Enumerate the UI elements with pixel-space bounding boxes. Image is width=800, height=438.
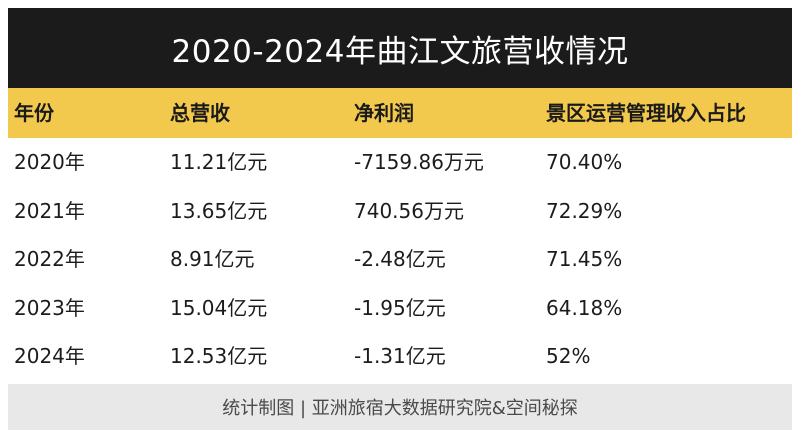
cell-scenic-share: 72.29% (546, 198, 623, 223)
cell-net-profit: -2.48亿元 (354, 247, 446, 272)
table-row: 2020年 11.21亿元 -7159.86万元 70.40% (8, 138, 792, 187)
table-row: 2021年 13.65亿元 740.56万元 72.29% (8, 187, 792, 236)
cell-year: 2020年 (14, 150, 85, 174)
table-row: 2022年 8.91亿元 -2.48亿元 71.45% (8, 235, 792, 284)
column-header-year: 年份 (14, 101, 54, 125)
cell-net-profit: 740.56万元 (354, 198, 464, 223)
page-title: 2020-2024年曲江文旅营收情况 (171, 33, 629, 70)
cell-scenic-share: 70.40% (546, 150, 623, 174)
source-caption: 统计制图 | 亚洲旅宿大数据研究院&空间秘探 (222, 398, 578, 419)
cell-net-profit: -1.31亿元 (354, 344, 446, 369)
cell-year: 2022年 (14, 247, 85, 272)
cell-year: 2023年 (14, 295, 85, 320)
table-row: 2023年 15.04亿元 -1.95亿元 64.18% (8, 284, 792, 333)
cell-year: 2021年 (14, 198, 85, 223)
cell-revenue: 12.53亿元 (170, 344, 268, 369)
cell-year: 2024年 (14, 344, 85, 369)
cell-revenue: 11.21亿元 (170, 150, 268, 174)
cell-revenue: 13.65亿元 (170, 198, 268, 223)
table-body: 2020年 11.21亿元 -7159.86万元 70.40% 2021年 13… (8, 138, 792, 381)
cell-net-profit: -7159.86万元 (354, 150, 484, 174)
cell-scenic-share: 71.45% (546, 247, 623, 272)
table-header-row: 年份 总营收 净利润 景区运营管理收入占比 (8, 88, 792, 138)
cell-revenue: 8.91亿元 (170, 247, 255, 272)
column-header-scenic-share: 景区运营管理收入占比 (546, 101, 746, 125)
source-footer: 统计制图 | 亚洲旅宿大数据研究院&空间秘探 (8, 384, 792, 430)
cell-net-profit: -1.95亿元 (354, 295, 446, 320)
cell-revenue: 15.04亿元 (170, 295, 268, 320)
column-header-net-profit: 净利润 (354, 101, 414, 125)
cell-scenic-share: 52% (546, 344, 591, 369)
title-bar: 2020-2024年曲江文旅营收情况 (8, 8, 792, 88)
table-row: 2024年 12.53亿元 -1.31亿元 52% (8, 332, 792, 381)
column-header-revenue: 总营收 (170, 101, 230, 125)
cell-scenic-share: 64.18% (546, 295, 623, 320)
